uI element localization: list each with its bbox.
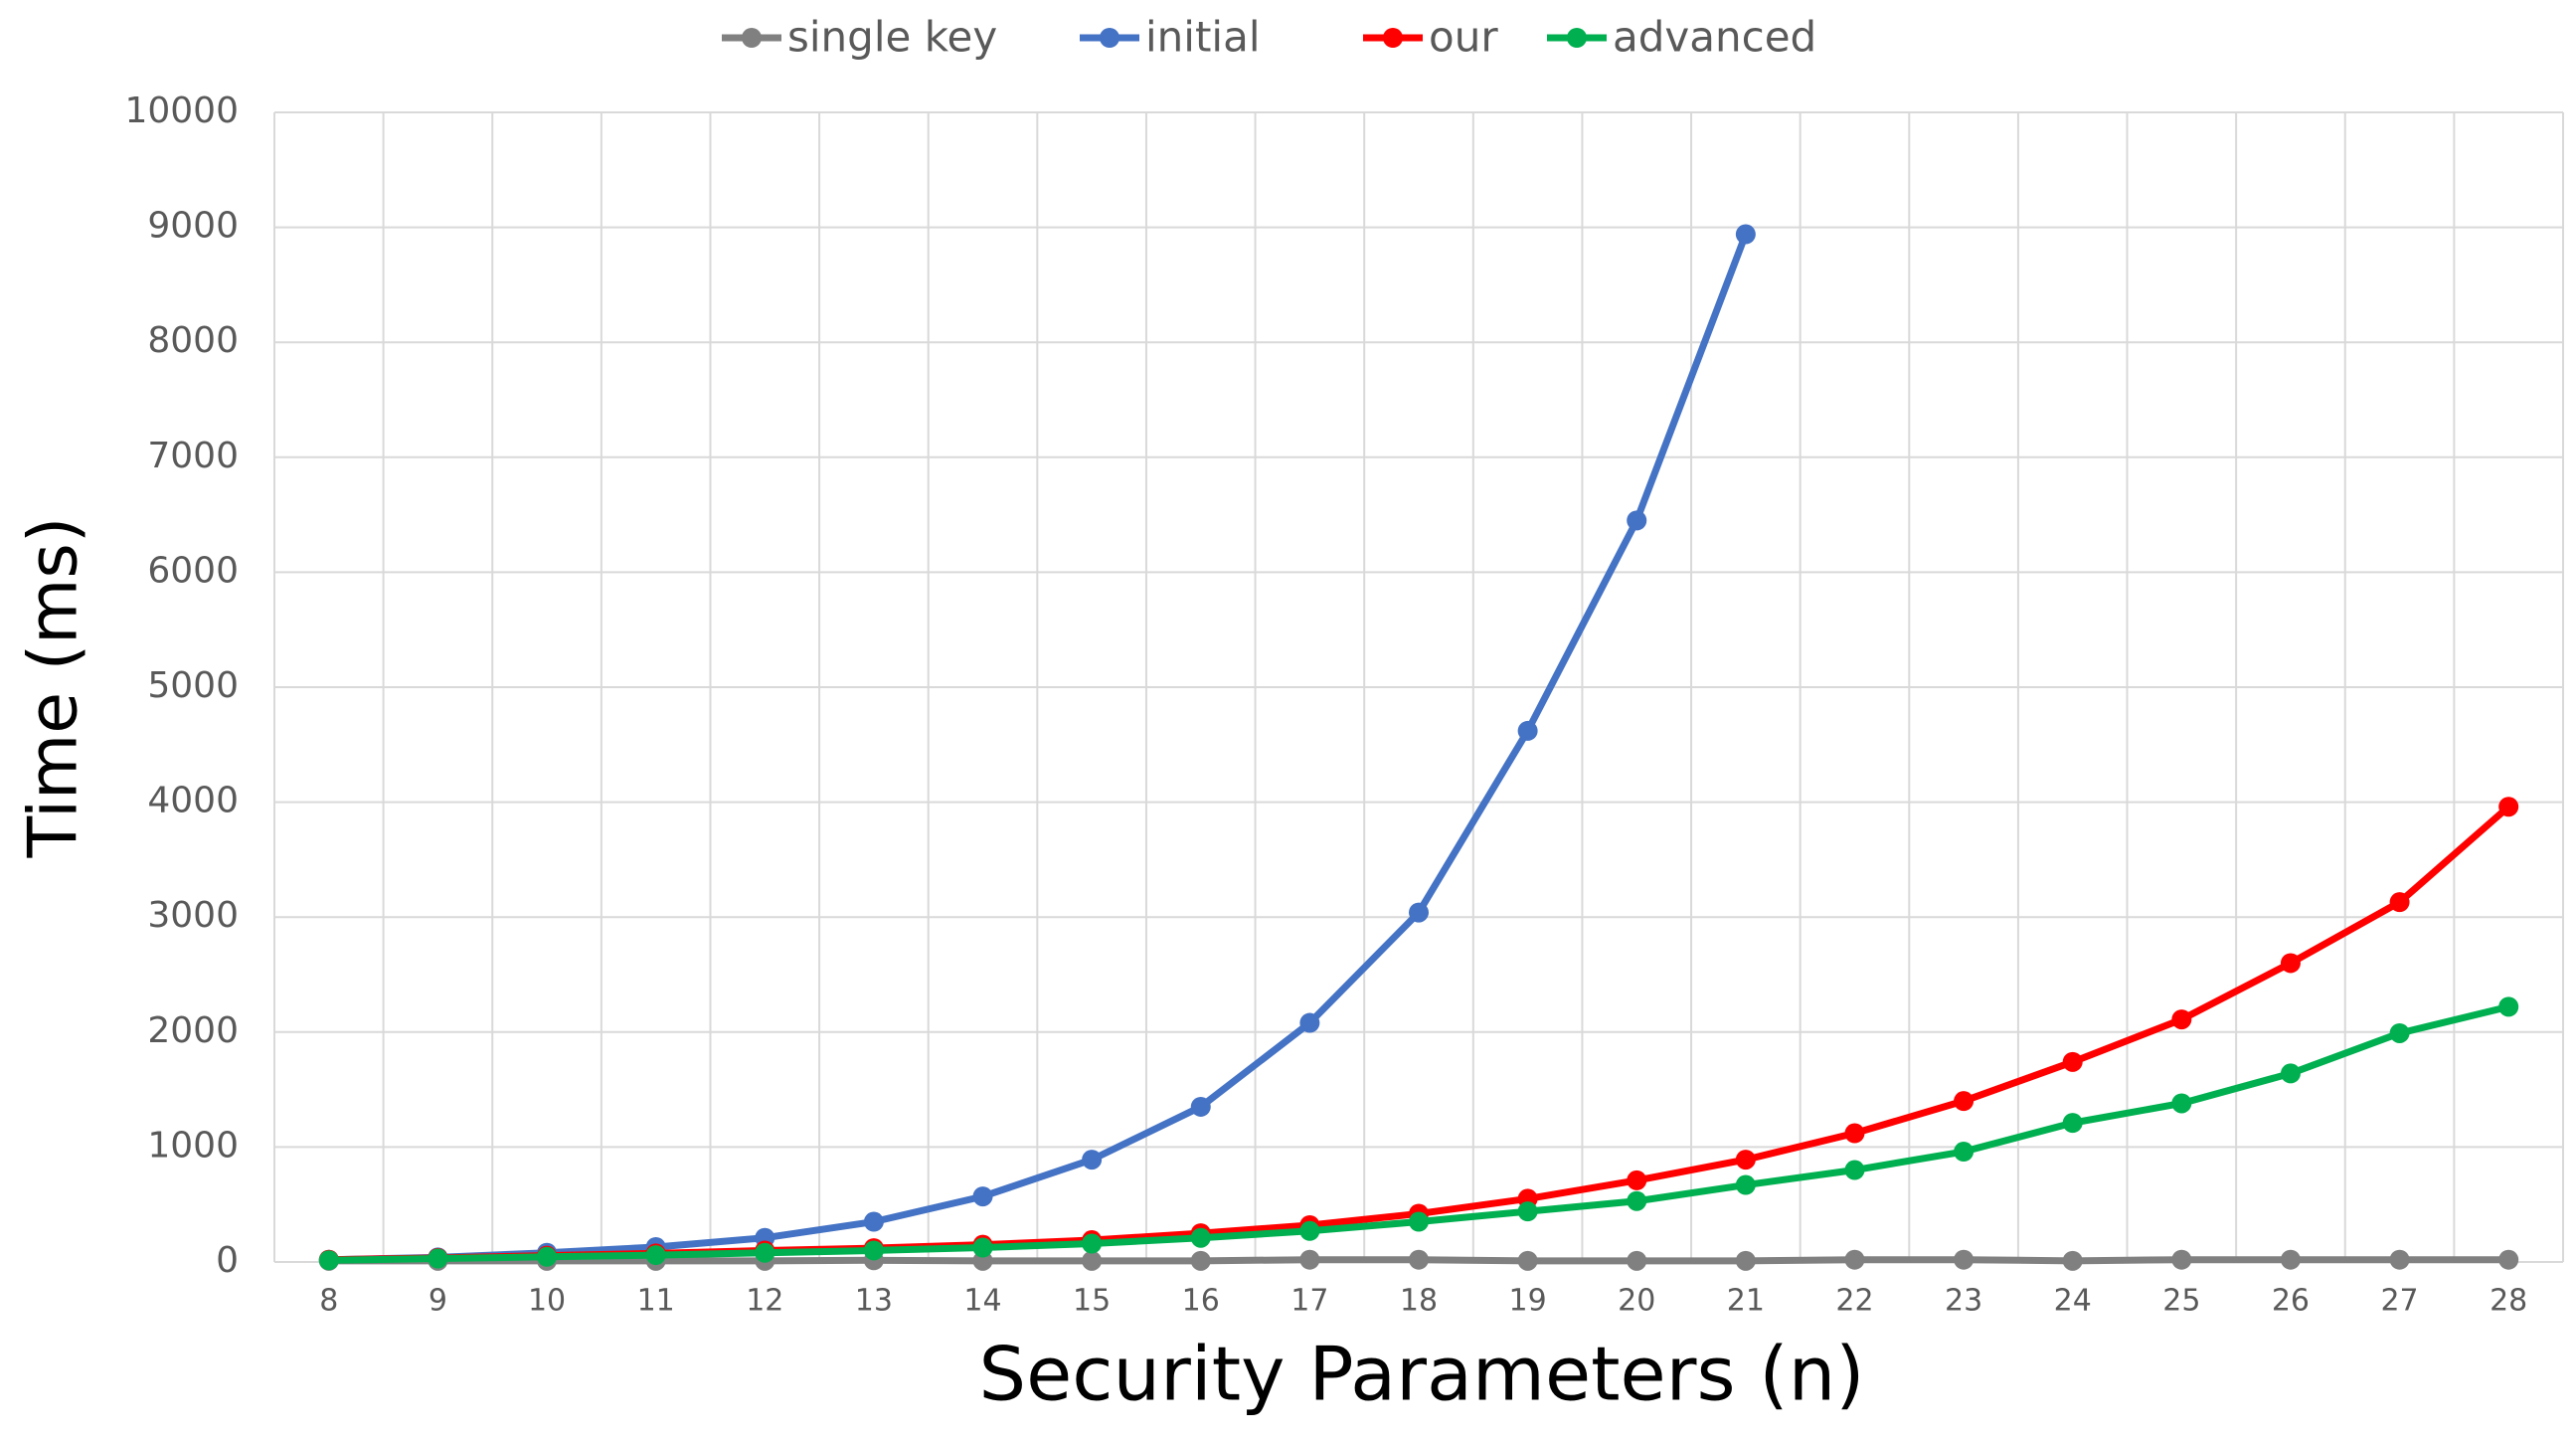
point	[1517, 1250, 1538, 1271]
legend-swatch-dot	[1383, 28, 1403, 48]
series-line	[328, 804, 2511, 1264]
x-tick-label: 23	[1945, 1284, 1982, 1319]
x-tick-label: 27	[2380, 1284, 2418, 1319]
point	[2389, 892, 2410, 913]
point	[428, 1248, 448, 1269]
y-tick-label: 6000	[147, 550, 239, 591]
point	[1627, 1190, 1647, 1211]
point	[2498, 996, 2519, 1017]
legend-swatch-dot	[742, 28, 762, 48]
legend-label: our	[1429, 13, 1498, 62]
point	[2280, 1063, 2301, 1084]
x-tick-label: 19	[1509, 1284, 1547, 1319]
point	[1299, 1220, 1320, 1241]
x-tick-label: 12	[746, 1284, 783, 1319]
x-tick-label: 18	[1400, 1284, 1438, 1319]
x-tick-label: 9	[429, 1284, 447, 1319]
point	[1627, 1250, 1647, 1271]
point	[1844, 1123, 1865, 1144]
x-tick-label: 15	[1073, 1284, 1111, 1319]
y-tick-label: 1000	[147, 1125, 239, 1166]
y-tick-label: 4000	[147, 781, 239, 821]
point	[1409, 902, 1429, 923]
point	[2171, 1249, 2192, 1270]
x-tick-label: 24	[2054, 1284, 2092, 1319]
point	[1409, 1249, 1429, 1270]
y-tick-label: 0	[216, 1240, 239, 1281]
point	[537, 1246, 558, 1267]
x-tick-label: 21	[1727, 1284, 1765, 1319]
x-tick-label: 25	[2162, 1284, 2200, 1319]
point	[2062, 1250, 2083, 1271]
x-tick-label: 28	[2490, 1284, 2527, 1319]
y-tick-label: 8000	[147, 320, 239, 361]
point	[1299, 1249, 1320, 1270]
point	[2389, 1249, 2410, 1270]
y-tick-label: 10000	[124, 90, 239, 131]
y-tick-label: 3000	[147, 895, 239, 936]
point	[2498, 1249, 2519, 1270]
point	[1190, 1227, 1211, 1248]
legend-label: initial	[1145, 13, 1261, 62]
point	[1954, 1249, 1975, 1270]
legend-label: advanced	[1613, 13, 1816, 62]
legend: single key initial our advanced	[722, 13, 1816, 62]
legend-swatch-dot	[1100, 28, 1119, 48]
x-tick-label: 11	[637, 1284, 675, 1319]
point	[972, 1237, 993, 1258]
point	[1844, 1160, 1865, 1180]
point	[1517, 1201, 1538, 1222]
point	[1190, 1250, 1211, 1271]
point	[1299, 1012, 1320, 1033]
x-tick-label: 13	[855, 1284, 893, 1319]
point	[755, 1242, 775, 1263]
x-tick-label: 10	[528, 1284, 566, 1319]
y-tick-label: 7000	[147, 436, 239, 476]
point	[2389, 1022, 2410, 1043]
point	[1844, 1249, 1865, 1270]
y-axis-label: Time (ms)	[15, 517, 93, 859]
legend-label: single key	[787, 13, 997, 62]
point	[2062, 1051, 2083, 1072]
x-axis-label: Security Parameters (n)	[979, 1331, 1865, 1418]
point	[2062, 1113, 2083, 1134]
point	[1082, 1233, 1103, 1254]
x-tick-label: 20	[1618, 1284, 1655, 1319]
point	[2171, 1093, 2192, 1114]
point	[1190, 1096, 1211, 1117]
x-tick-label: 22	[1835, 1284, 1873, 1319]
point	[1735, 1174, 1756, 1195]
point	[1627, 1170, 1647, 1190]
y-tick-label: 9000	[147, 206, 239, 247]
point	[1082, 1150, 1103, 1170]
point	[863, 1240, 884, 1261]
point	[1627, 510, 1647, 531]
y-tick-label: 5000	[147, 665, 239, 706]
point	[318, 1250, 339, 1271]
point	[1735, 224, 1756, 245]
point	[1409, 1211, 1429, 1232]
point	[1735, 1250, 1756, 1271]
x-tick-label: 17	[1290, 1284, 1328, 1319]
x-tick-label: 26	[2272, 1284, 2310, 1319]
x-tick-label: 16	[1182, 1284, 1220, 1319]
point	[2280, 1249, 2301, 1270]
point	[863, 1211, 884, 1232]
point	[2280, 953, 2301, 974]
point	[645, 1245, 666, 1266]
y-tick-label: 2000	[147, 1010, 239, 1051]
point	[1735, 1150, 1756, 1170]
point	[1954, 1091, 1975, 1112]
point	[2171, 1009, 2192, 1030]
legend-swatch-dot	[1567, 28, 1587, 48]
point	[1954, 1142, 1975, 1163]
x-tick-label: 14	[963, 1284, 1001, 1319]
point	[1082, 1250, 1103, 1271]
point	[972, 1186, 993, 1207]
x-tick-label: 8	[319, 1284, 338, 1319]
point	[1517, 720, 1538, 741]
point	[2498, 797, 2519, 817]
